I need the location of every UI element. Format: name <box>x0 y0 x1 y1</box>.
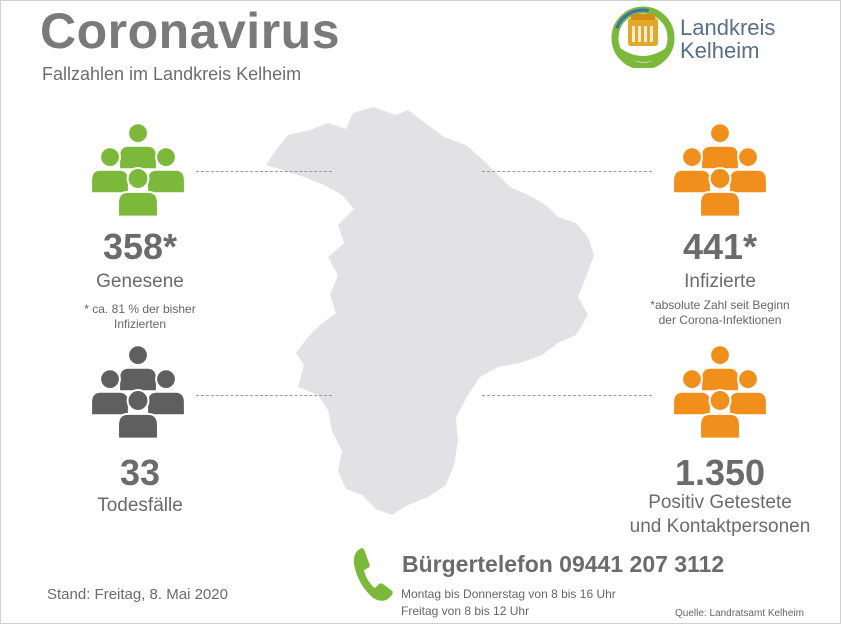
deaths-count: 33 <box>119 452 161 493</box>
recovered-note-line1: * ca. 81 % der bisher <box>84 302 196 316</box>
logo-text-line1: Landkreis <box>680 15 776 40</box>
connector-line-infected <box>482 171 652 172</box>
people-group-icon <box>90 122 186 218</box>
people-group-icon <box>90 344 186 440</box>
people-group-icon <box>672 344 768 440</box>
infected-label: Infizierte <box>684 271 756 292</box>
hotline-title: Bürgertelefon 09441 207 3112 <box>402 551 725 577</box>
deaths-label: Todesfälle <box>97 495 183 516</box>
source-note: Quelle: Landratsamt Kelheim <box>675 608 804 619</box>
infected-note-line2: der Corona-Infektionen <box>658 313 782 327</box>
connector-line-positive <box>482 395 652 396</box>
positive-count: 1.350 <box>674 452 766 493</box>
positive-label-line2: und Kontaktpersonen <box>629 516 811 537</box>
recovered-count: 358* <box>102 226 178 267</box>
connector-line-deaths <box>196 395 332 396</box>
status-date: Stand: Freitag, 8. Mai 2020 <box>47 586 228 603</box>
landkreis-kelheim-map <box>266 107 594 515</box>
people-group-icon <box>672 122 768 218</box>
logo-text-line2: Kelheim <box>680 38 760 63</box>
hotline-hours-line2: Freitag von 8 bis 12 Uhr <box>401 604 530 618</box>
positive-label-line1: Positiv Getestete <box>648 492 792 513</box>
page-subtitle: Fallzahlen im Landkreis Kelheim <box>42 64 302 84</box>
phone-icon <box>353 548 393 601</box>
infected-note-line1: *absolute Zahl seit Beginn <box>650 298 790 312</box>
recovered-label: Genesene <box>96 271 184 292</box>
connector-line-recovered <box>196 171 332 172</box>
recovered-note-line2: Infizierten <box>113 317 167 331</box>
page-title: Coronavirus <box>40 3 341 59</box>
hotline-hours-line1: Montag bis Donnerstag von 8 bis 16 Uhr <box>401 587 616 601</box>
kelheim-logo-icon <box>611 6 675 68</box>
infected-count: 441* <box>682 226 758 267</box>
